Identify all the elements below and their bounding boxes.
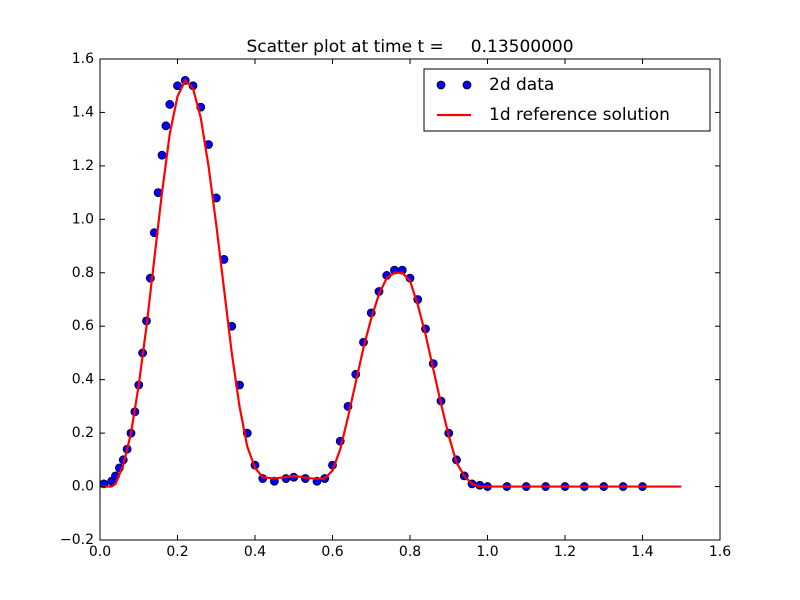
y-tick-label: 1.2	[72, 158, 94, 174]
data-point	[161, 121, 171, 131]
y-tick-label: −0.2	[60, 532, 94, 548]
legend-marker	[462, 80, 472, 90]
x-tick-label: 0.2	[166, 544, 188, 560]
x-tick-label: 1.0	[476, 544, 498, 560]
chart-title: Scatter plot at time t = 0.13500000	[246, 37, 573, 57]
legend-box	[423, 68, 711, 132]
x-tick-label: 0.8	[399, 544, 421, 560]
y-tick-label: 0.2	[72, 425, 94, 441]
line	[100, 78, 682, 488]
x-tick-label: 0.6	[321, 544, 343, 560]
legend-label: 2d data	[489, 75, 554, 95]
x-tick-label: 1.4	[631, 544, 653, 560]
y-tick-label: 0.6	[72, 318, 94, 334]
y-tick-label: 0.4	[72, 372, 94, 388]
y-tick-label: 0.0	[72, 479, 94, 495]
x-tick-label: 0.0	[89, 544, 111, 560]
y-tick-label: 1.0	[72, 211, 94, 227]
legend: 2d data 1d reference solution	[423, 68, 711, 132]
y-tick-label: 1.6	[72, 51, 94, 67]
legend-marker	[436, 80, 446, 90]
x-tick-label: 0.4	[244, 544, 266, 560]
legend-label: 1d reference solution	[489, 105, 670, 125]
data-point	[165, 100, 175, 109]
y-tick-label: 1.4	[72, 104, 94, 120]
x-tick-label: 1.2	[554, 544, 576, 560]
y-tick-label: 0.8	[72, 265, 94, 281]
x-tick-label: 1.6	[709, 544, 731, 560]
data-point	[157, 150, 167, 160]
